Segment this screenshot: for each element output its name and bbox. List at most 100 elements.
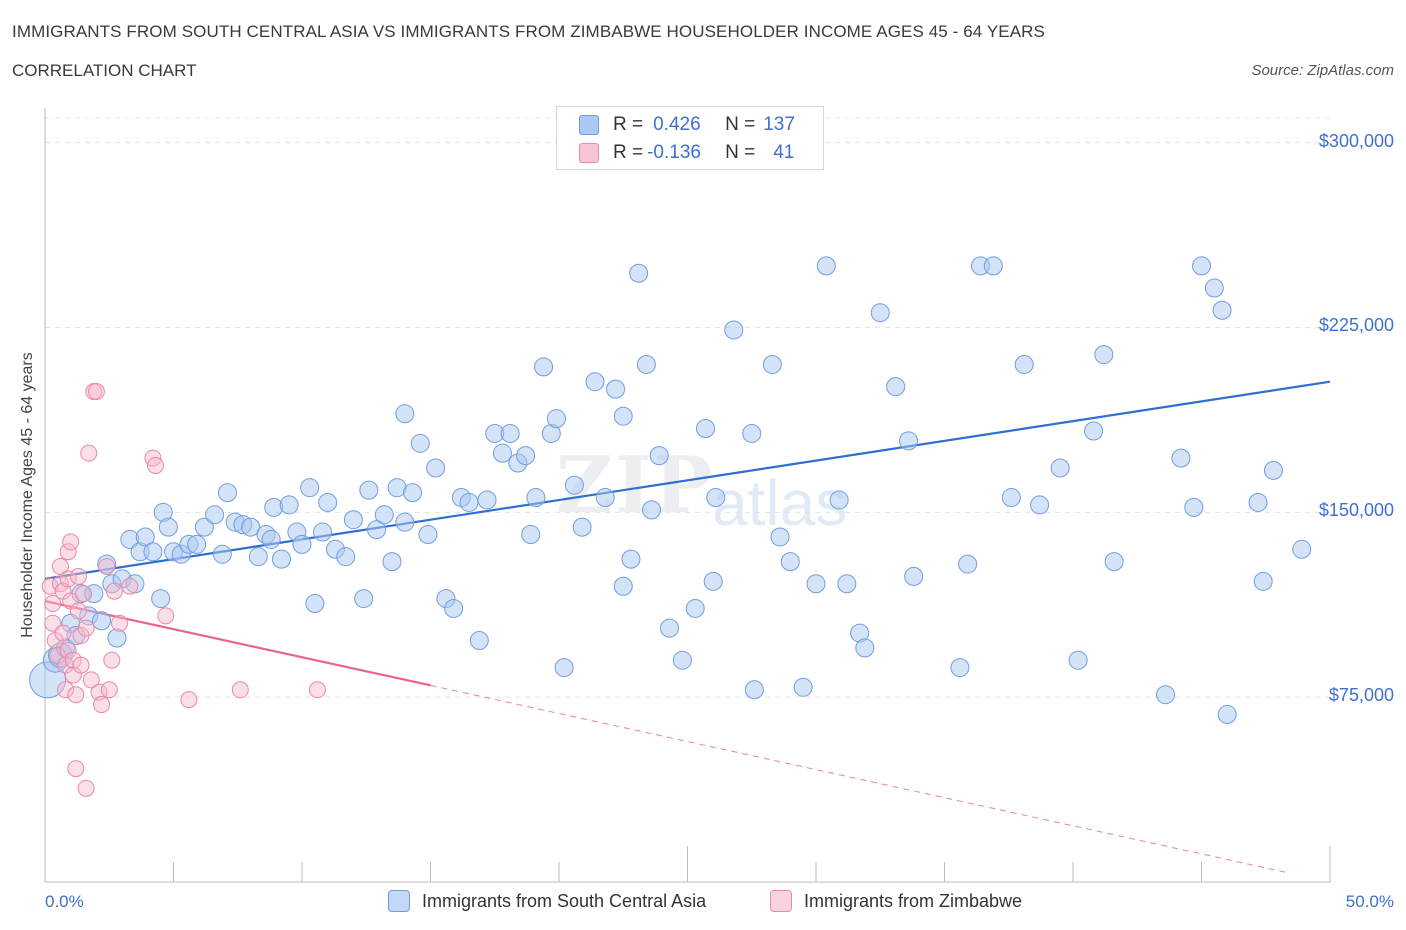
data-point-south-central-asia (829, 490, 849, 510)
data-point-south-central-asia (395, 404, 415, 424)
data-point-south-central-asia (621, 549, 641, 569)
data-point-south-central-asia (706, 488, 726, 508)
legend-r-label: R = (613, 114, 644, 135)
data-point-south-central-asia (1001, 488, 1021, 508)
data-point-south-central-asia (1292, 539, 1312, 559)
y-tick-label: $150,000 (1318, 500, 1394, 521)
x-tick-max: 50.0% (1345, 892, 1394, 911)
data-point-south-central-asia (217, 483, 237, 503)
data-point-south-central-asia (1030, 495, 1050, 515)
data-point-south-central-asia (410, 433, 430, 453)
data-point-south-central-asia (983, 256, 1003, 276)
data-point-zimbabwe (59, 543, 77, 561)
data-point-south-central-asia (151, 589, 171, 609)
data-point-south-central-asia (546, 409, 566, 429)
data-point-south-central-asia (367, 520, 387, 540)
y-tick-label: $75,000 (1328, 685, 1394, 706)
data-point-zimbabwe (80, 444, 98, 462)
data-point-south-central-asia (469, 630, 489, 650)
chart-title: IMMIGRANTS FROM SOUTH CENTRAL ASIA VS IM… (12, 22, 1045, 41)
series-swatch-pink (770, 890, 792, 912)
data-point-south-central-asia (382, 552, 402, 572)
data-point-south-central-asia (261, 529, 281, 549)
data-point-south-central-asia (660, 618, 680, 638)
data-point-zimbabwe (157, 607, 175, 625)
data-point-zimbabwe (111, 614, 129, 632)
data-point-south-central-asia (1212, 300, 1232, 320)
data-point-south-central-asia (1253, 571, 1273, 591)
data-point-south-central-asia (354, 589, 374, 609)
legend-swatch-pink (579, 143, 599, 163)
data-point-south-central-asia (855, 638, 875, 658)
series-legend-pink[interactable]: Immigrants from Zimbabwe (770, 890, 1022, 912)
legend-row-pink: R = -0.136 N = 41 (579, 141, 794, 165)
data-point-south-central-asia (374, 505, 394, 525)
data-point-south-central-asia (762, 354, 782, 374)
correlation-legend: R = 0.426 N = 137 R = -0.136 N = 41 (556, 106, 824, 170)
y-tick-label: $225,000 (1318, 315, 1394, 336)
data-point-south-central-asia (279, 495, 299, 515)
data-point-zimbabwe (69, 567, 87, 585)
data-point-zimbabwe (103, 651, 121, 669)
data-point-south-central-asia (194, 517, 214, 537)
data-point-south-central-asia (292, 534, 312, 554)
data-point-zimbabwe (77, 619, 95, 637)
legend-n-value-pink: 41 (773, 142, 795, 163)
data-point-zimbabwe (54, 624, 72, 642)
series-label-pink: Immigrants from Zimbabwe (804, 890, 1023, 911)
legend-n-value-blue: 137 (763, 114, 795, 135)
data-point-south-central-asia (629, 263, 649, 283)
legend-r-value-pink: -0.136 (647, 142, 701, 163)
data-point-south-central-asia (395, 512, 415, 532)
data-point-south-central-asia (300, 478, 320, 498)
data-point-south-central-asia (158, 517, 178, 537)
series-swatch-blue (388, 890, 410, 912)
data-point-south-central-asia (870, 303, 890, 323)
data-point-zimbabwe (98, 558, 116, 576)
data-point-south-central-asia (837, 574, 857, 594)
data-point-zimbabwe (41, 577, 59, 595)
data-point-south-central-asia (92, 611, 112, 631)
data-point-south-central-asia (516, 446, 536, 466)
data-point-south-central-asia (613, 576, 633, 596)
data-point-south-central-asia (703, 571, 723, 591)
data-point-south-central-asia (1068, 650, 1088, 670)
data-point-south-central-asia (636, 354, 656, 374)
data-point-south-central-asia (1084, 421, 1104, 441)
data-point-south-central-asia (248, 547, 268, 567)
data-point-south-central-asia (1104, 552, 1124, 572)
data-point-zimbabwe (75, 585, 93, 603)
data-point-south-central-asia (313, 522, 333, 542)
data-point-south-central-asia (606, 379, 626, 399)
data-point-south-central-asia (770, 527, 790, 547)
data-point-south-central-asia (534, 357, 554, 377)
legend-r-value-blue: 0.426 (653, 114, 701, 135)
data-point-zimbabwe (231, 681, 249, 699)
data-point-south-central-asia (459, 492, 479, 512)
data-point-zimbabwe (87, 383, 105, 401)
data-point-zimbabwe (59, 641, 77, 659)
series-legend-blue[interactable]: Immigrants from South Central Asia (388, 890, 706, 912)
data-point-zimbabwe (69, 602, 87, 620)
data-point-zimbabwe (44, 614, 62, 632)
data-point-south-central-asia (241, 517, 261, 537)
data-point-zimbabwe (67, 760, 85, 778)
data-point-zimbabwe (308, 681, 326, 699)
data-point-south-central-asia (318, 492, 338, 512)
data-point-south-central-asia (212, 544, 232, 564)
data-point-south-central-asia (744, 680, 764, 700)
source-label[interactable]: Source: ZipAtlas.com (1251, 62, 1394, 79)
data-point-south-central-asia (695, 419, 715, 439)
data-point-zimbabwe (57, 681, 75, 699)
data-point-south-central-asia (904, 566, 924, 586)
legend-n-label: N = (725, 142, 756, 163)
data-point-zimbabwe (77, 779, 95, 797)
data-point-south-central-asia (477, 490, 497, 510)
data-point-south-central-asia (205, 505, 225, 525)
trend-line-zimbabwe-dashed (430, 684, 1286, 873)
data-point-south-central-asia (886, 377, 906, 397)
data-point-south-central-asia (572, 517, 592, 537)
data-point-south-central-asia (1156, 685, 1176, 705)
y-tick-label: $300,000 (1318, 130, 1394, 151)
data-point-zimbabwe (82, 671, 100, 689)
